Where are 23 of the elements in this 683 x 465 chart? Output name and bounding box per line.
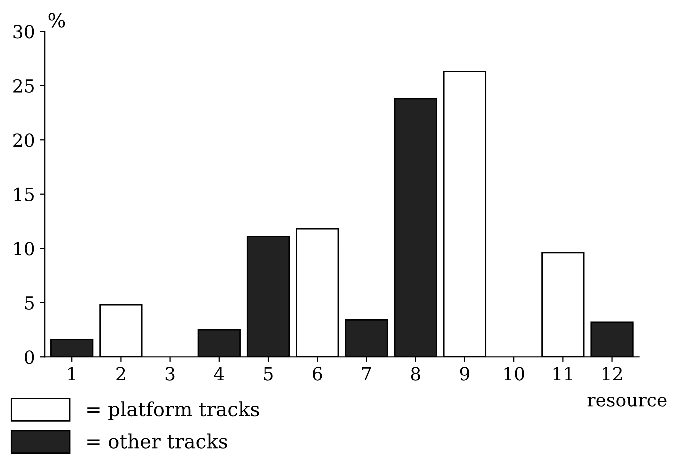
y-tick-label: 25 bbox=[14, 79, 34, 93]
x-tick-label: 3 bbox=[166, 367, 175, 381]
x-tick-label: 2 bbox=[116, 367, 126, 381]
x-tick-label: 9 bbox=[460, 367, 470, 381]
x-tick-label: 12 bbox=[602, 367, 622, 381]
y-axis-title: % bbox=[48, 13, 66, 28]
x-tick-label: 11 bbox=[554, 367, 572, 381]
x-tick-label: 1 bbox=[68, 367, 76, 381]
legend-label: = platform tracks bbox=[88, 402, 260, 420]
x-axis-title: resource bbox=[588, 397, 667, 407]
y-tick-label: 10 bbox=[14, 242, 34, 256]
x-tick-label: 8 bbox=[411, 367, 420, 381]
x-tick-label: 4 bbox=[214, 367, 224, 381]
y-tick-label: 30 bbox=[14, 25, 34, 39]
y-tick-label: 15 bbox=[14, 188, 34, 202]
legend-label: = other tracks bbox=[88, 434, 228, 449]
x-tick-label: 6 bbox=[313, 367, 322, 381]
y-tick-label: 5 bbox=[25, 296, 34, 310]
x-tick-label: 10 bbox=[504, 367, 524, 381]
y-tick-label: 0 bbox=[25, 350, 34, 364]
x-tick-label: 5 bbox=[264, 367, 273, 381]
y-tick-label: 20 bbox=[14, 134, 34, 148]
x-tick-label: 7 bbox=[362, 367, 372, 381]
